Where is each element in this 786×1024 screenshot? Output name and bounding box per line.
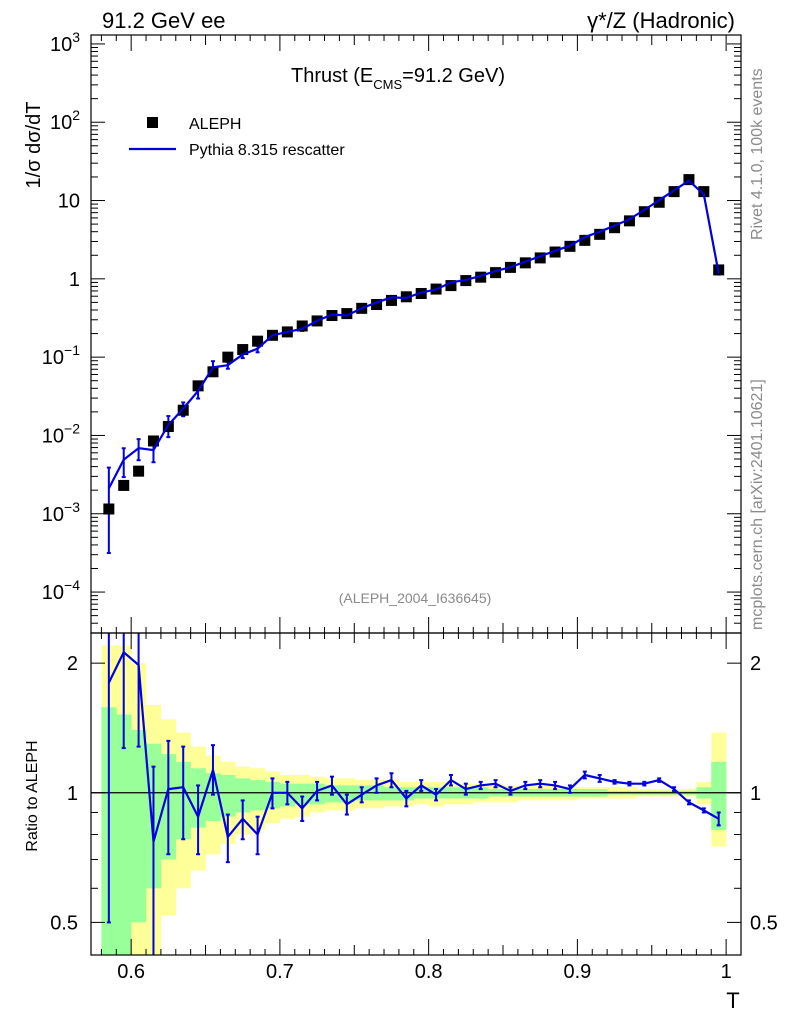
- aleph-point: [222, 351, 234, 363]
- main-ytick-label-base: 1: [69, 269, 80, 291]
- main-ytick-label-exp: 2: [72, 107, 80, 123]
- ratio-ytick-label: 1: [67, 783, 78, 805]
- aleph-point: [519, 257, 531, 269]
- ratio-band-green: [116, 714, 132, 955]
- title-sub: CMS: [373, 77, 402, 92]
- rivet-label: Rivet 4.1.0, 100k events: [749, 68, 766, 240]
- main-ytick-label-base: 10: [42, 347, 64, 369]
- aleph-point: [177, 404, 189, 416]
- title-main: Thrust (E: [291, 65, 373, 87]
- aleph-point: [237, 344, 249, 356]
- aleph-point: [296, 320, 308, 332]
- ratio-axes: 0.6 0.7 0.8 0.9 1 0.5 0.5 1 1 2 2: [50, 633, 778, 983]
- process-label: γ*/Z (Hadronic): [587, 8, 735, 33]
- plot-title: Thrust (ECMS=91.2 GeV): [291, 65, 505, 92]
- main-series: [103, 174, 725, 555]
- legend: ALEPH Pythia 8.315 rescatter: [129, 116, 345, 159]
- ratio-series: [106, 633, 721, 955]
- aleph-point: [147, 435, 159, 447]
- main-ytick-label-exp: −1: [64, 342, 80, 358]
- aleph-point: [385, 294, 397, 306]
- main-ytick-label-exp: −4: [64, 577, 80, 593]
- main-ytick-label-base: 10: [50, 34, 72, 56]
- aleph-point: [371, 299, 383, 311]
- main-ytick-label: 103: [50, 29, 80, 56]
- ratio-ytick-label: 2: [67, 653, 78, 675]
- aleph-point: [594, 228, 606, 240]
- x-axis-label: T: [726, 988, 739, 1013]
- xtick-label: 0.9: [563, 961, 591, 983]
- main-ytick-label: 10−4: [42, 577, 80, 604]
- ratio-band-green: [384, 787, 400, 801]
- aleph-point: [623, 215, 635, 227]
- aleph-point: [133, 465, 145, 477]
- legend-pythia-label: Pythia 8.315 rescatter: [189, 142, 345, 159]
- main-ytick-label-exp: −2: [64, 420, 80, 436]
- ratio-ylabel: Ratio to ALEPH: [24, 740, 41, 851]
- main-ytick-label-base: 10: [42, 504, 64, 526]
- aleph-point: [490, 267, 502, 279]
- aleph-point: [698, 186, 710, 198]
- aleph-point: [103, 503, 115, 515]
- ratio-band-green: [711, 761, 727, 830]
- main-ytick-label: 102: [50, 107, 80, 134]
- aleph-point: [118, 479, 130, 491]
- xtick-label: 0.7: [266, 961, 294, 983]
- ratio-frame: [90, 632, 742, 956]
- main-ytick-label: 1: [69, 269, 80, 291]
- main-ytick-label: 10−1: [42, 342, 80, 369]
- pythia-line: [107, 179, 720, 490]
- ratio-ytick-label-right: 0.5: [750, 912, 778, 934]
- title-tail: =91.2 GeV): [402, 65, 505, 87]
- xtick-label: 0.6: [117, 961, 145, 983]
- ratio-band-green: [220, 774, 236, 817]
- ratio-band-green: [250, 780, 266, 811]
- aleph-point: [341, 308, 353, 320]
- ratio-band-green: [294, 783, 310, 805]
- main-ytick-label-base: 10: [42, 582, 64, 604]
- aleph-point: [653, 196, 665, 208]
- legend-aleph-label: ALEPH: [189, 116, 241, 133]
- aleph-point: [207, 366, 219, 378]
- aleph-point: [252, 335, 264, 347]
- legend-aleph-marker: [147, 117, 158, 128]
- ratio-band-green: [131, 729, 147, 923]
- aleph-point: [445, 280, 457, 292]
- main-ytick-label: 10−3: [42, 499, 80, 526]
- main-ytick-label-base: 10: [42, 425, 64, 447]
- ratio-ytick-label-right: 2: [750, 653, 761, 675]
- ratio-line: [107, 650, 720, 842]
- aleph-point: [192, 380, 204, 392]
- xtick-label: 0.8: [415, 961, 443, 983]
- aleph-point: [609, 222, 621, 234]
- analysis-id: (ALEPH_2004_I636645): [339, 590, 492, 606]
- aleph-point: [400, 291, 412, 303]
- ratio-bands: [91, 645, 741, 955]
- aleph-point: [549, 246, 561, 258]
- mcplots-label: mcplots.cern.ch [arXiv:2401.10621]: [749, 379, 766, 630]
- main-ytick-label: 10−2: [42, 420, 80, 447]
- main-ytick-label: 10: [58, 191, 80, 213]
- main-ytick-label-base: 10: [58, 191, 80, 213]
- energy-label: 91.2 GeV ee: [102, 8, 226, 33]
- main-ylabel: 1/σ dσ/dT: [23, 102, 45, 189]
- aleph-point: [534, 252, 546, 264]
- aleph-point: [475, 271, 487, 283]
- xtick-label: 1: [721, 961, 732, 983]
- ratio-ytick-label-right: 1: [750, 783, 761, 805]
- aleph-point: [638, 206, 650, 218]
- aleph-point: [579, 234, 591, 246]
- main-ytick-label-base: 10: [50, 112, 72, 134]
- ratio-band-green: [235, 778, 251, 813]
- main-ytick-label-exp: 3: [72, 29, 80, 45]
- ratio-ytick-label: 0.5: [50, 912, 78, 934]
- main-ytick-label-exp: −3: [64, 499, 80, 515]
